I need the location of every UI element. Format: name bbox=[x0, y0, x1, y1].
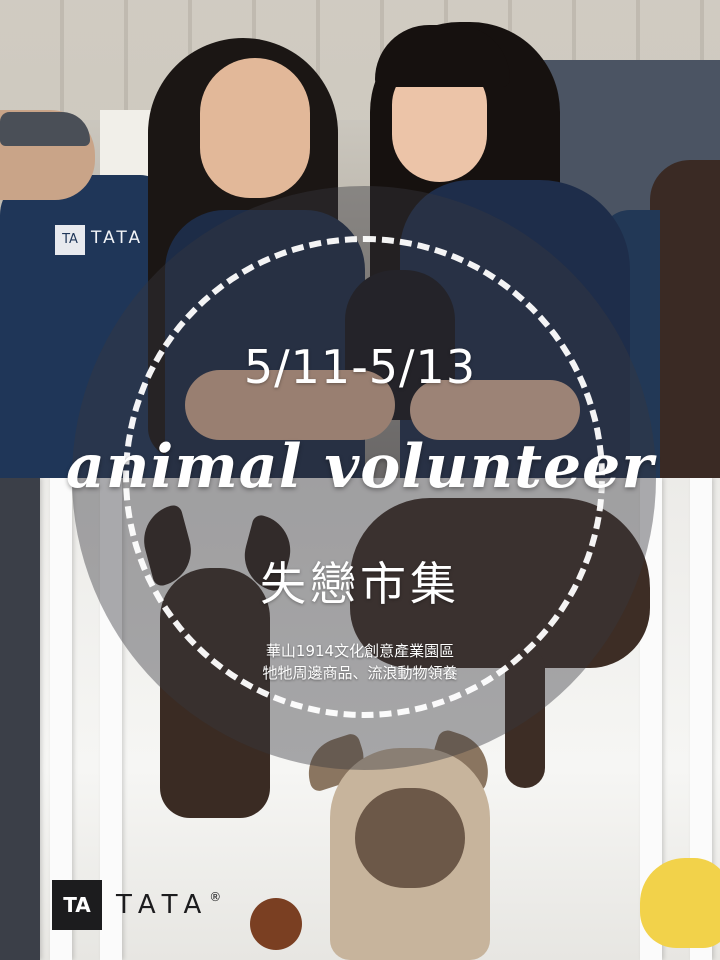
pen-bar bbox=[100, 478, 122, 960]
event-dates: 5/11-5/13 bbox=[243, 340, 477, 394]
volunteer-left-cap bbox=[0, 112, 90, 146]
headline-script: animal volunteer bbox=[66, 432, 654, 502]
registered-mark: ® bbox=[209, 890, 222, 904]
logo-mark-icon: TA bbox=[52, 880, 102, 930]
background-person-right bbox=[650, 160, 720, 478]
dashed-ring bbox=[123, 236, 605, 718]
logo-wordmark-text: TATA bbox=[116, 890, 210, 920]
brand-logo: TA TATA® bbox=[52, 880, 221, 930]
pen-bar bbox=[0, 478, 40, 960]
program-line: 牠牠周邊商品、流浪動物領養 bbox=[262, 664, 458, 682]
volunteer-2-bangs bbox=[375, 25, 510, 87]
pen-bar bbox=[50, 478, 72, 960]
toy-duck bbox=[640, 858, 720, 948]
venue-line: 華山1914文化創意產業園區 bbox=[265, 642, 455, 660]
logo-wordmark: TATA® bbox=[116, 890, 221, 920]
puppy-2-leg bbox=[505, 648, 545, 788]
event-title: 失戀市集 bbox=[260, 557, 460, 611]
shirt-logo-mark: TA bbox=[55, 225, 85, 255]
shirt-logo-text: TATA bbox=[91, 228, 144, 248]
pen-bar bbox=[690, 478, 712, 960]
shirt-logo: TA TATA bbox=[55, 225, 143, 255]
puppy-3-face bbox=[355, 788, 465, 888]
volunteer-1-face bbox=[200, 58, 310, 198]
toy-ball bbox=[250, 898, 302, 950]
